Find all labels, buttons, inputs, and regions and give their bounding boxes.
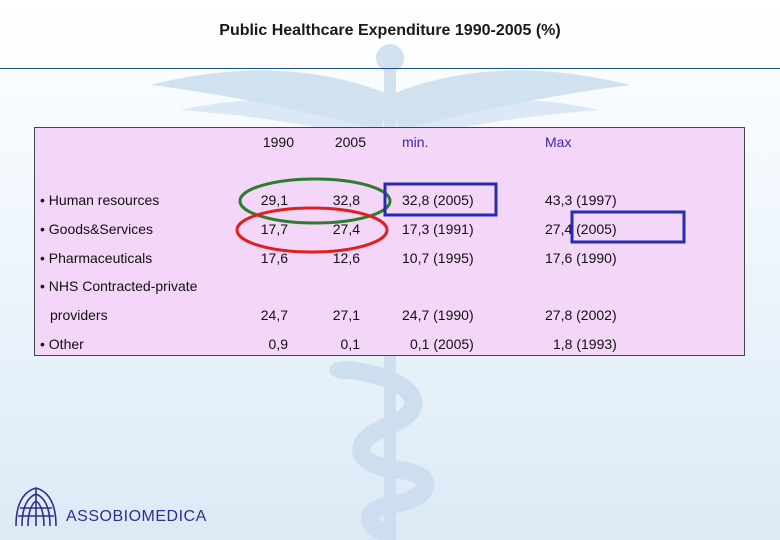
column-header-min: min. <box>402 134 429 150</box>
cell-max: 27,4 (2005) <box>545 221 617 237</box>
logo-text: ASSOBIOMEDICA <box>66 508 207 525</box>
cell-1990: 17,6 <box>260 250 288 266</box>
cell-max: 17,6 (1990) <box>545 250 617 266</box>
cell-2005: 12,6 <box>332 250 360 266</box>
cell-2005: 32,8 <box>332 192 360 208</box>
cell-1990: 24,7 <box>260 307 288 323</box>
cell-max: 43,3 (1997) <box>545 192 617 208</box>
row-label: • Other <box>40 336 84 352</box>
cell-min: 0,1 (2005) <box>410 336 474 352</box>
cell-min: 10,7 (1995) <box>402 250 474 266</box>
title-divider <box>0 68 780 69</box>
cell-max: 27,8 (2002) <box>545 307 617 323</box>
cell-min: 32,8 (2005) <box>402 192 474 208</box>
cell-min: 24,7 (1990) <box>402 307 474 323</box>
row-label: • NHS Contracted-private <box>40 278 198 294</box>
cell-min: 17,3 (1991) <box>402 221 474 237</box>
cell-2005: 27,4 <box>332 221 360 237</box>
assobiomedica-logo-icon <box>15 487 57 527</box>
row-label: • Pharmaceuticals <box>40 250 153 266</box>
cell-2005: 0,1 <box>340 336 360 352</box>
cell-2005: 27,1 <box>332 307 360 323</box>
column-header-max: Max <box>545 134 572 150</box>
row-label: • Human resources <box>40 192 160 208</box>
cell-max: 1,8 (1993) <box>553 336 617 352</box>
column-header-2005: 2005 <box>334 134 366 150</box>
expenditure-table <box>34 127 745 356</box>
cell-1990: 17,7 <box>260 221 288 237</box>
row-label: • Goods&Services <box>40 221 154 237</box>
row-label-continuation: providers <box>50 307 108 323</box>
cell-1990: 0,9 <box>268 336 288 352</box>
page-title: Public Healthcare Expenditure 1990-2005 … <box>219 22 561 39</box>
column-header-1990: 1990 <box>262 134 294 150</box>
cell-1990: 29,1 <box>260 192 288 208</box>
